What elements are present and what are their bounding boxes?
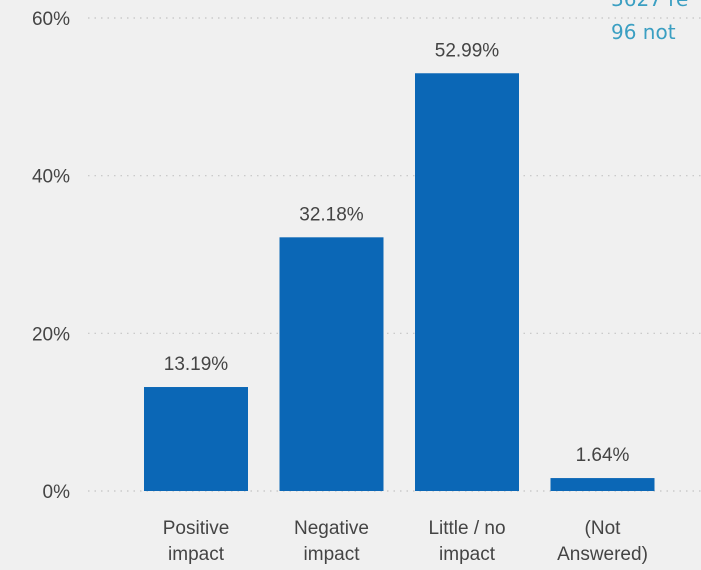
bar <box>279 237 384 491</box>
data-label: 1.64% <box>576 445 630 466</box>
y-tick-label: 60% <box>32 9 70 30</box>
bar <box>144 387 248 491</box>
data-label: 13.19% <box>164 354 229 375</box>
x-category-label: Negative impact <box>294 518 369 565</box>
data-label: 32.18% <box>299 204 364 225</box>
corner-note-line-2: 96 not <box>611 20 676 44</box>
x-category-label: (Not Answered) <box>557 518 648 565</box>
corner-note-line-1: 3627 re <box>611 0 688 11</box>
y-tick-label: 20% <box>32 324 70 345</box>
bar <box>550 478 655 491</box>
data-labels: 13.19% 32.18% 52.99% 1.64% <box>164 40 630 466</box>
y-axis-ticks: 0% 20% 40% 60% <box>32 9 70 503</box>
bar <box>415 73 519 491</box>
x-axis-categories: Positive impact Negative impact Little / no i… <box>163 518 648 565</box>
x-category-label: Little / no impact <box>428 518 505 565</box>
y-tick-label: 0% <box>43 482 71 503</box>
x-category-label: Positive impact <box>163 518 230 565</box>
grid-layer <box>88 17 701 492</box>
data-label: 52.99% <box>435 40 500 61</box>
bars <box>144 73 655 491</box>
y-tick-label: 40% <box>32 167 70 188</box>
